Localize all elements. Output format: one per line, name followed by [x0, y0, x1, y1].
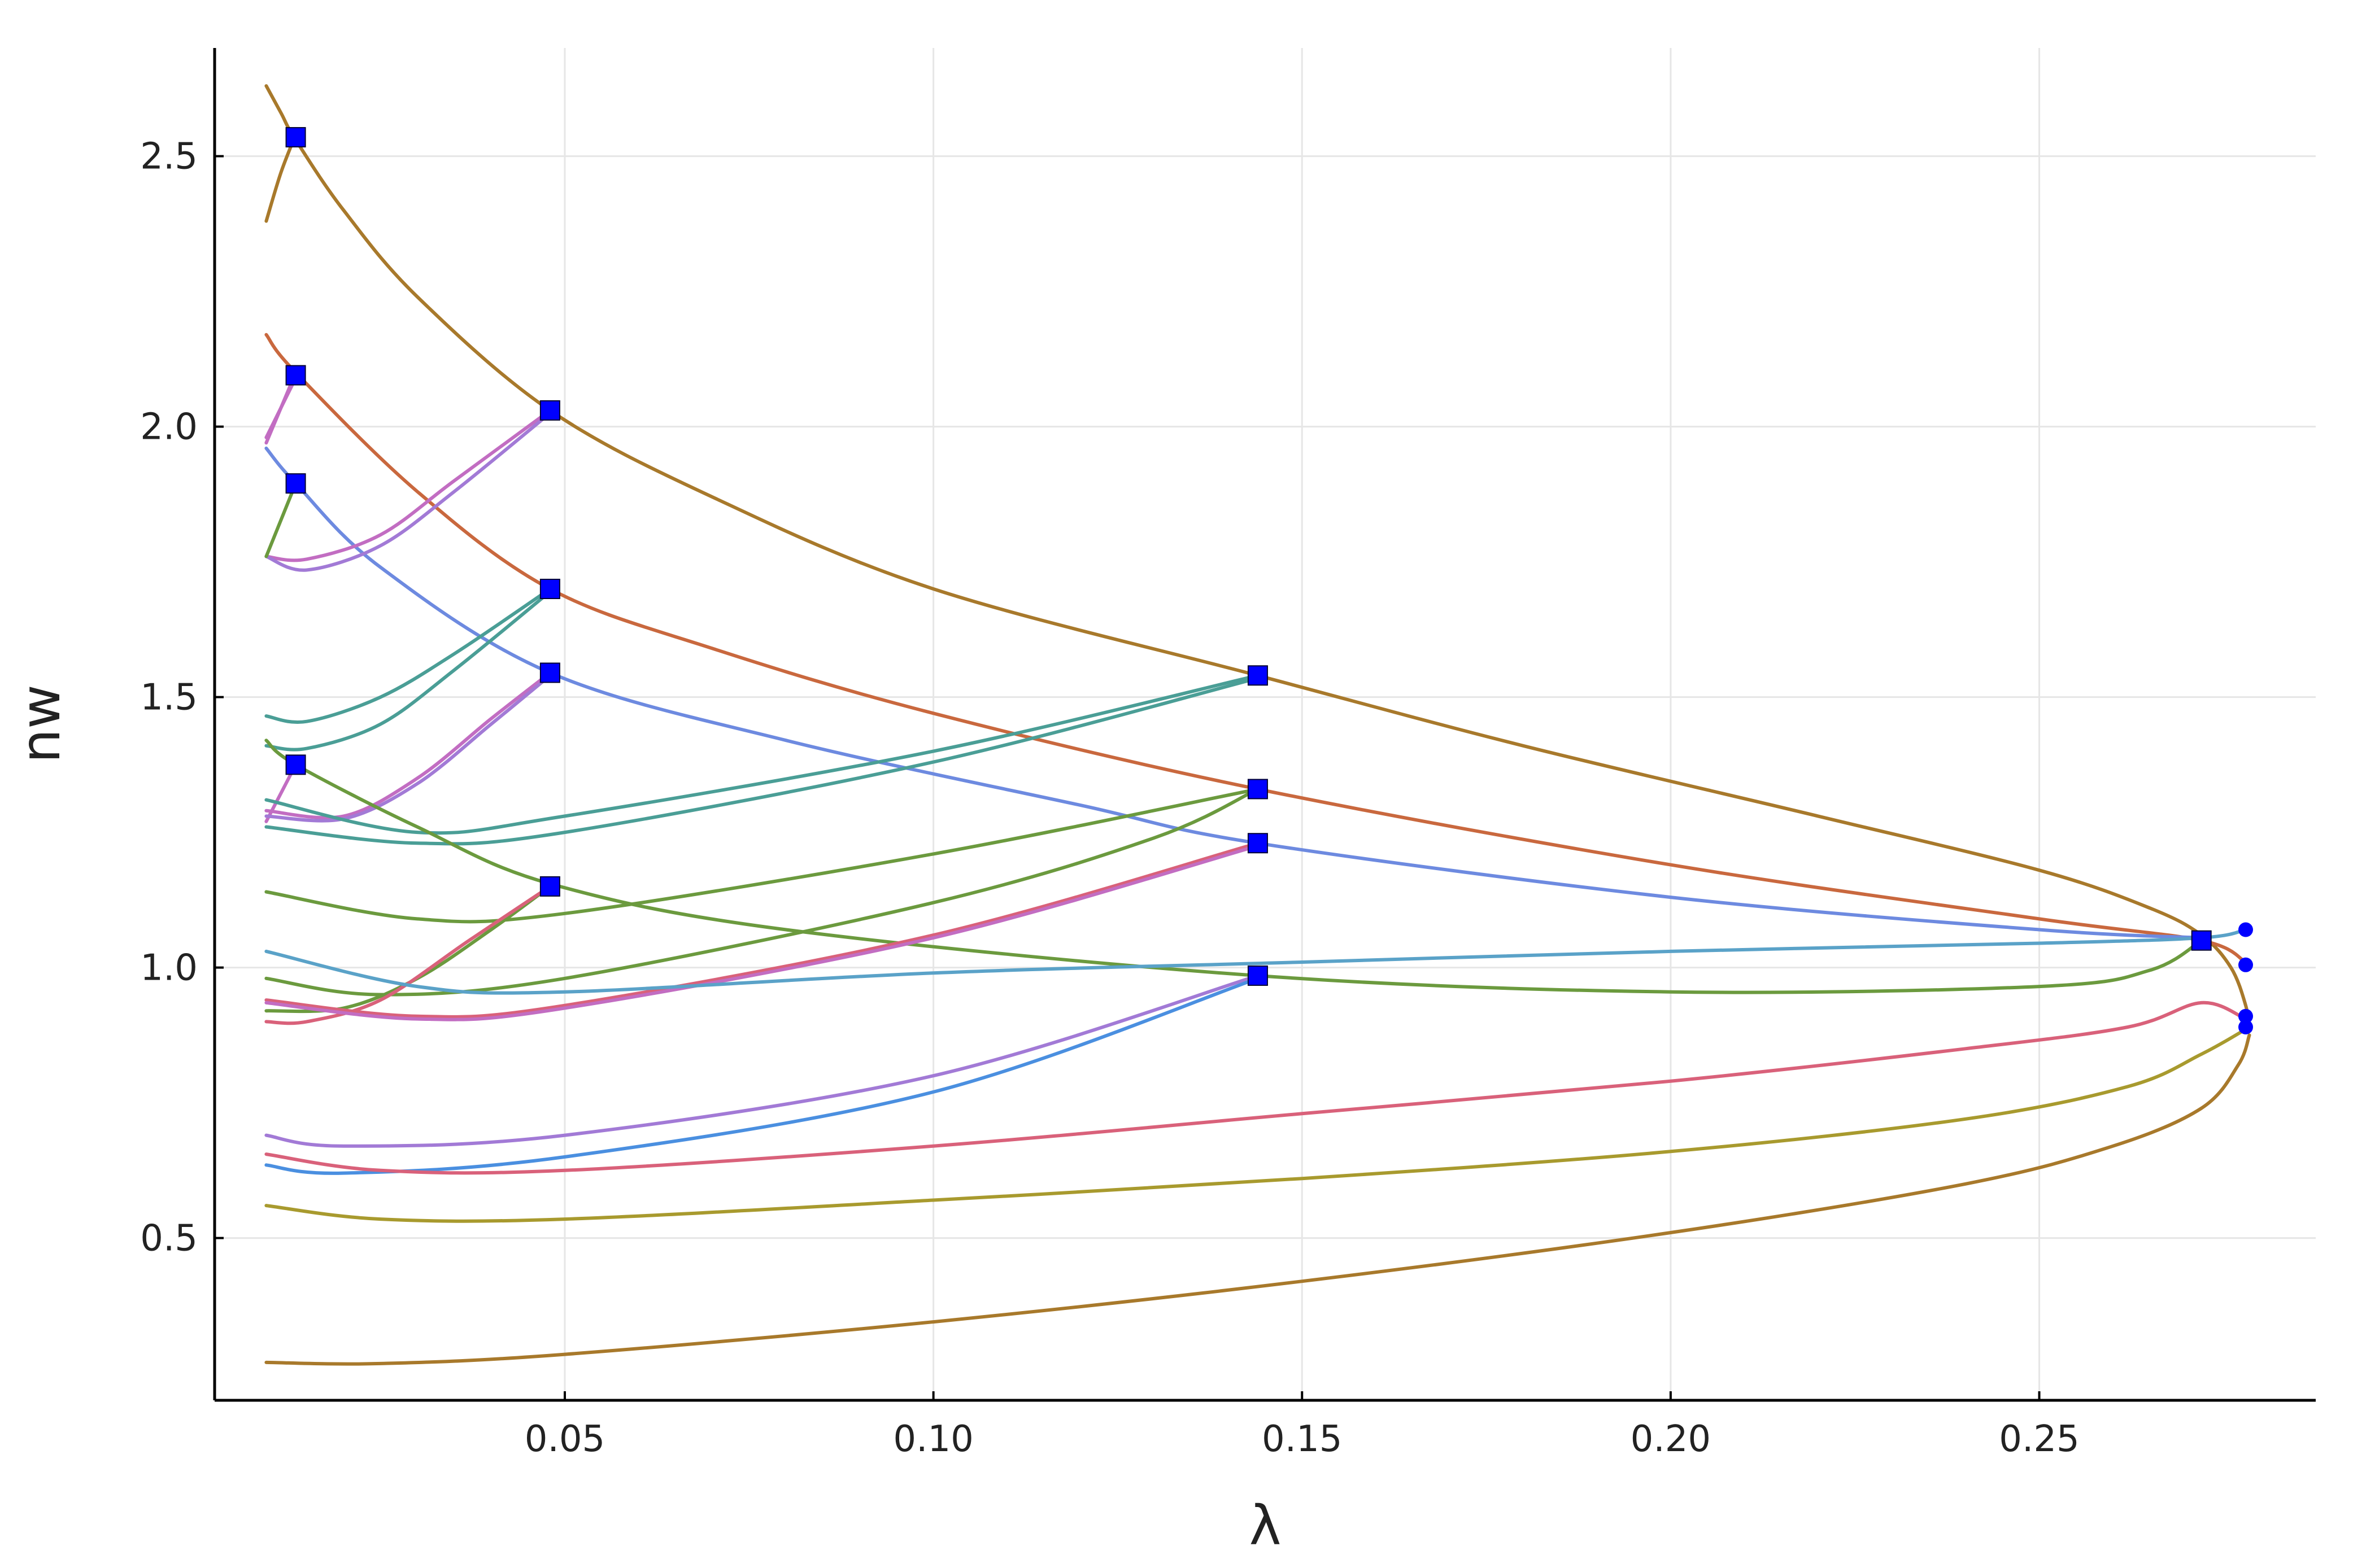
series-line [264, 928, 2247, 995]
series-line [264, 787, 1260, 924]
series-line [264, 671, 552, 820]
x-axis-label: λ [1249, 1494, 1282, 1557]
y-tick-label: 2.0 [140, 407, 198, 448]
square-marker [285, 754, 306, 775]
square-marker [285, 127, 306, 148]
y-tick-label: 0.5 [140, 1218, 198, 1260]
y-tick-label: 1.5 [140, 677, 198, 719]
series-line [264, 976, 1260, 1175]
square-marker [539, 400, 560, 421]
x-tick-label: 0.25 [1999, 1418, 2080, 1460]
series-line [264, 674, 552, 823]
series-line [264, 974, 1260, 1148]
square-marker [1247, 833, 1268, 854]
square-marker [2191, 930, 2212, 951]
series-line [264, 84, 2251, 1032]
grid [215, 48, 2316, 1400]
series-line [264, 1025, 2251, 1223]
square-marker [285, 365, 306, 386]
series-line [264, 884, 552, 1025]
square-marker [285, 473, 306, 494]
series-line [264, 408, 552, 562]
y-tick-label: 2.5 [140, 136, 198, 178]
series-line [264, 1033, 2251, 1366]
square-marker [539, 579, 560, 599]
series-line [264, 1001, 2247, 1175]
circle-marker [2238, 1008, 2253, 1024]
square-marker [1247, 665, 1268, 686]
x-tick-label: 0.20 [1631, 1418, 1711, 1460]
series-line [264, 844, 1260, 1021]
series-line [264, 674, 1260, 835]
series-line [264, 446, 2203, 940]
circle-marker [2238, 1019, 2253, 1034]
square-marker [1247, 779, 1268, 800]
series-line [264, 333, 2247, 964]
circle-marker [2238, 922, 2253, 937]
series-line [264, 411, 552, 572]
series-line [264, 676, 1260, 846]
x-tick-label: 0.05 [525, 1418, 605, 1460]
series-line [264, 589, 552, 752]
x-tick-label: 0.15 [1262, 1418, 1343, 1460]
ticks: 0.05 0.10 0.15 0.20 0.25 0.5 1.0 1.5 2.0 2.5 [140, 136, 2080, 1460]
x-tick-label: 0.10 [893, 1418, 974, 1460]
square-marker [539, 876, 560, 897]
circle-marker [2238, 957, 2253, 972]
series-line [264, 841, 1260, 1019]
series-line [264, 587, 552, 724]
square-marker [1247, 965, 1268, 986]
y-axis-label: nw [9, 684, 72, 763]
square-marker [539, 662, 560, 683]
marker-layer [285, 127, 2253, 1034]
series-line [264, 739, 2203, 994]
y-tick-label: 1.0 [140, 947, 198, 989]
